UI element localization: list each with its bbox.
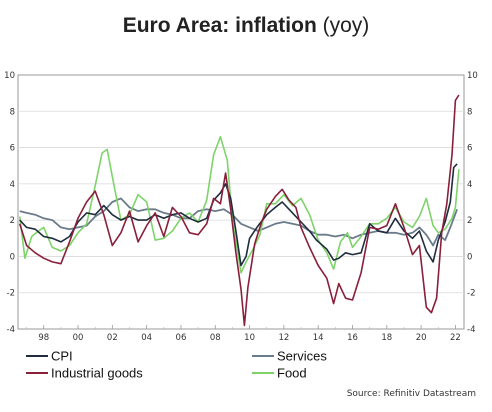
x-tick-label: 10 (244, 333, 255, 343)
y-tick-label-left: -4 (7, 325, 15, 335)
legend-label-services: Services (277, 349, 327, 364)
legend-label-cpi: CPI (51, 349, 73, 364)
series-line-services (19, 197, 458, 247)
series-line-industrial-goods (18, 94, 460, 327)
x-tick-label: 04 (141, 333, 152, 343)
x-tick-label: 12 (278, 333, 289, 343)
x-tick-label: 98 (38, 333, 49, 343)
x-tick-label: 00 (73, 333, 84, 343)
x-tick-label: 14 (313, 333, 324, 343)
y-tick-label-left: 4 (10, 180, 15, 190)
y-tick-label-right: 6 (467, 144, 472, 154)
y-tick-label-left: 0 (10, 252, 15, 262)
y-tick-label-right: 2 (467, 216, 472, 226)
y-tick-label-right: -4 (467, 325, 475, 335)
y-tick-label-right: 8 (467, 107, 472, 117)
y-tick-label-left: 10 (4, 71, 15, 81)
chart-title-unit: (yoy) (322, 14, 370, 37)
y-tick-label-right: 0 (467, 252, 472, 262)
series-lines (18, 94, 460, 327)
y-tick-label-right: 10 (467, 71, 478, 81)
x-tick-label: 08 (210, 333, 221, 343)
legend-label-food: Food (277, 366, 307, 381)
x-tick-label: 06 (176, 333, 187, 343)
chart-title: Euro Area: inflation (yoy) (0, 12, 492, 40)
y-tick-label-right: -2 (467, 289, 475, 299)
x-tick-label: 22 (450, 333, 461, 343)
y-tick-label-left: 8 (10, 107, 15, 117)
chart-title-main: Euro Area: inflation (122, 14, 317, 37)
x-tick-label: 20 (416, 333, 427, 343)
x-tick-label: 18 (381, 333, 392, 343)
x-tick-label: 16 (347, 333, 358, 343)
y-tick-label-left: 6 (10, 144, 15, 154)
source-note: Source: Refinitiv Datastream (346, 389, 476, 399)
y-tick-label-left: 2 (10, 216, 15, 226)
y-tick-label-left: -2 (7, 289, 15, 299)
legend: CPI Services Industrial goods Food (26, 349, 327, 381)
legend-label-industrial-goods: Industrial goods (51, 366, 143, 381)
y-tick-label-right: 4 (467, 180, 472, 190)
x-tick-label: 02 (107, 333, 118, 343)
